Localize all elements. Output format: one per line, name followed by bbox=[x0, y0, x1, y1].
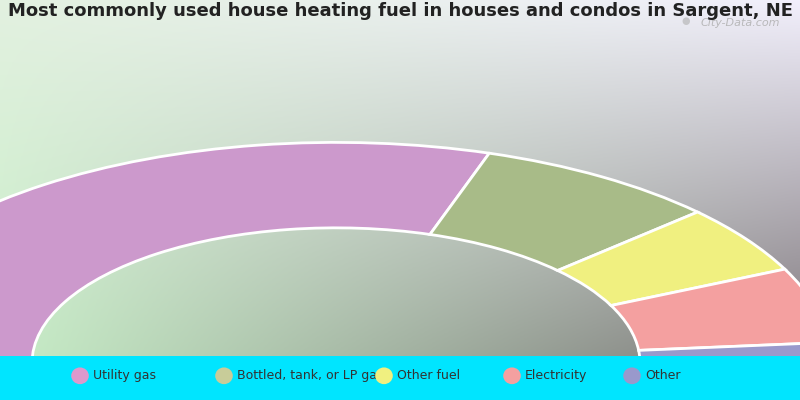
Wedge shape bbox=[638, 342, 800, 363]
Text: Other: Other bbox=[645, 369, 680, 382]
Wedge shape bbox=[558, 212, 785, 306]
Wedge shape bbox=[0, 142, 490, 363]
Text: Other fuel: Other fuel bbox=[397, 369, 460, 382]
Text: City-Data.com: City-Data.com bbox=[701, 18, 780, 28]
Text: ●: ● bbox=[681, 16, 690, 26]
Ellipse shape bbox=[623, 368, 641, 384]
Ellipse shape bbox=[375, 368, 393, 384]
Ellipse shape bbox=[71, 368, 89, 384]
Text: Utility gas: Utility gas bbox=[93, 369, 156, 382]
Text: Electricity: Electricity bbox=[525, 369, 587, 382]
Wedge shape bbox=[611, 269, 800, 350]
Wedge shape bbox=[430, 153, 698, 270]
Ellipse shape bbox=[503, 368, 521, 384]
Ellipse shape bbox=[215, 368, 233, 384]
Text: Bottled, tank, or LP gas: Bottled, tank, or LP gas bbox=[237, 369, 383, 382]
Text: Most commonly used house heating fuel in houses and condos in Sargent, NE: Most commonly used house heating fuel in… bbox=[7, 2, 793, 20]
